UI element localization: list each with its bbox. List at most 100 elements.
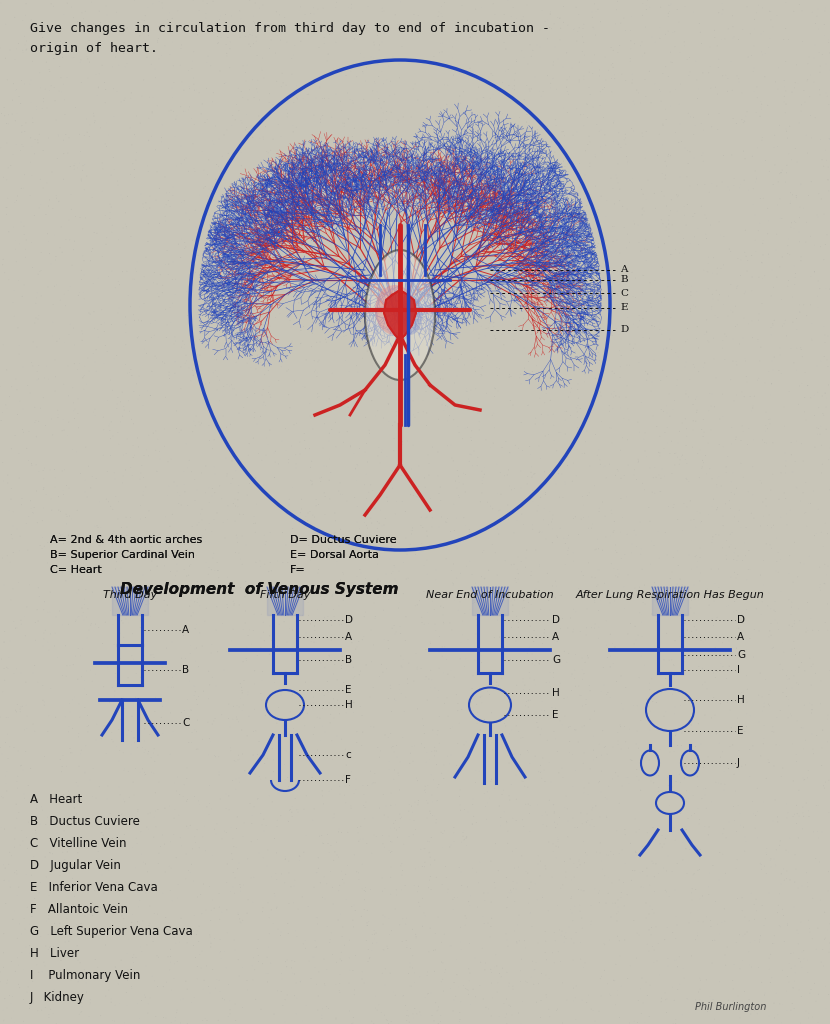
Point — [10, 865, 23, 882]
Point — [323, 134, 336, 151]
Point — [242, 708, 256, 724]
Point — [738, 244, 751, 260]
Point — [485, 299, 498, 315]
Point — [381, 1012, 394, 1024]
Point — [512, 323, 525, 339]
Point — [120, 337, 133, 353]
Point — [622, 319, 635, 336]
Point — [566, 810, 579, 826]
Point — [476, 266, 490, 283]
Point — [73, 285, 86, 301]
Point — [428, 926, 442, 942]
Point — [523, 307, 536, 324]
Point — [472, 414, 486, 430]
Point — [316, 140, 330, 157]
Point — [120, 904, 134, 921]
Point — [719, 496, 732, 512]
Point — [393, 55, 406, 72]
Point — [112, 693, 125, 710]
Point — [471, 30, 484, 46]
Point — [488, 6, 501, 23]
Point — [9, 620, 22, 636]
Point — [771, 138, 784, 155]
Point — [534, 285, 547, 301]
Point — [40, 868, 53, 885]
Point — [119, 325, 132, 341]
Point — [354, 908, 368, 925]
Point — [650, 694, 663, 711]
Point — [182, 62, 195, 79]
Point — [203, 418, 216, 434]
Point — [779, 53, 793, 70]
Point — [13, 700, 27, 717]
Point — [153, 443, 166, 460]
Point — [561, 156, 574, 172]
Point — [818, 556, 830, 572]
Point — [129, 152, 143, 168]
Point — [236, 959, 249, 976]
Point — [583, 63, 596, 80]
Point — [56, 668, 69, 684]
Point — [130, 254, 144, 270]
Point — [525, 464, 538, 480]
Point — [203, 985, 217, 1001]
Point — [163, 549, 176, 565]
Point — [448, 238, 461, 254]
Point — [730, 280, 744, 296]
Point — [325, 109, 339, 125]
Point — [154, 709, 168, 725]
Point — [118, 700, 131, 717]
Point — [329, 524, 342, 541]
Point — [246, 284, 259, 300]
Point — [522, 353, 535, 370]
Point — [476, 940, 489, 956]
Point — [526, 482, 540, 499]
Point — [300, 133, 314, 150]
Point — [748, 20, 761, 37]
Point — [464, 429, 477, 445]
Point — [120, 945, 134, 962]
Point — [517, 818, 530, 835]
Point — [517, 643, 530, 659]
Point — [730, 591, 743, 607]
Point — [227, 885, 241, 901]
Point — [336, 226, 349, 243]
Point — [315, 573, 329, 590]
Point — [120, 19, 134, 36]
Point — [476, 360, 489, 377]
Point — [703, 385, 716, 401]
Point — [524, 905, 537, 922]
Point — [452, 535, 466, 551]
Point — [587, 752, 600, 768]
Point — [662, 958, 675, 975]
Point — [483, 791, 496, 807]
Point — [525, 327, 538, 343]
Point — [252, 191, 266, 208]
Point — [25, 828, 38, 845]
Point — [634, 243, 647, 259]
Point — [536, 210, 549, 226]
Point — [655, 294, 668, 310]
Point — [660, 884, 673, 900]
Point — [497, 782, 510, 799]
Point — [639, 18, 652, 35]
Point — [93, 3, 106, 19]
Point — [0, 455, 9, 471]
Point — [318, 659, 331, 676]
Point — [406, 1006, 419, 1022]
Point — [298, 630, 311, 646]
Point — [607, 655, 620, 672]
Point — [678, 615, 691, 632]
Point — [223, 41, 237, 57]
Point — [53, 331, 66, 347]
Point — [370, 1001, 383, 1018]
Point — [236, 685, 249, 701]
Point — [81, 124, 94, 140]
Point — [390, 408, 403, 424]
Point — [657, 117, 670, 133]
Point — [491, 603, 504, 620]
Point — [684, 303, 697, 319]
Point — [640, 1, 653, 17]
Point — [512, 859, 525, 876]
Point — [28, 399, 42, 416]
